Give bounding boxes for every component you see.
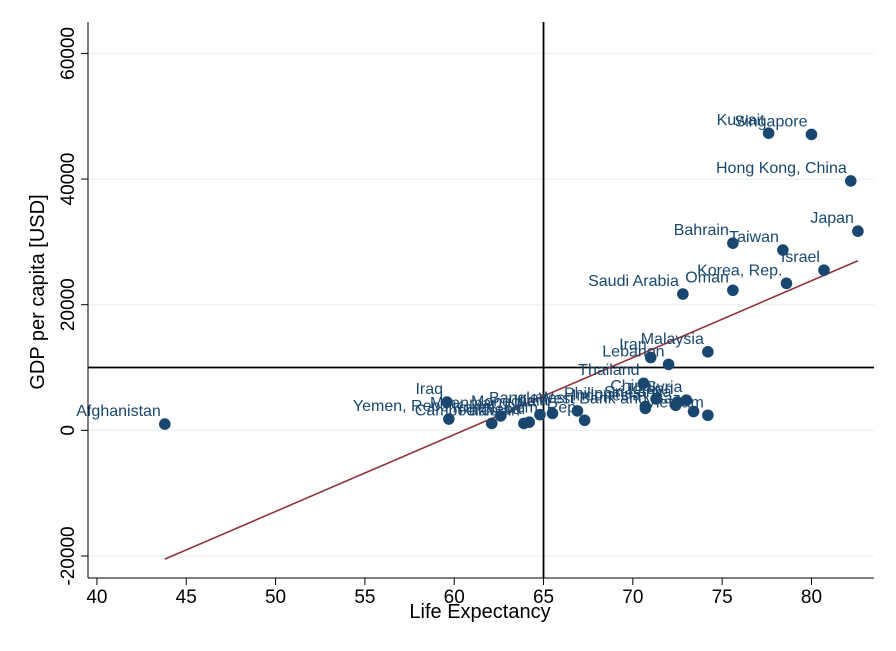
point-label: Bangladesh	[489, 390, 574, 407]
points-layer	[159, 127, 864, 430]
data-point	[780, 277, 793, 290]
x-tick-label: 65	[533, 587, 554, 608]
x-tick-label: 60	[444, 587, 465, 608]
x-tick-label: 75	[712, 587, 733, 608]
y-tick-label: -20000	[58, 526, 79, 585]
data-point	[702, 346, 714, 358]
point-label: China	[610, 378, 652, 395]
data-point	[637, 377, 650, 390]
point-label: Nepal	[483, 401, 525, 418]
x-axis-title: Life Expectancy	[409, 601, 550, 623]
point-label: Iran	[619, 336, 647, 353]
x-tick-label: 70	[622, 587, 643, 608]
y-tick-label: 0	[58, 425, 79, 436]
point-label: Oman	[685, 269, 729, 286]
y-tick-label: 20000	[58, 278, 79, 331]
point-label: Myanmar	[430, 395, 497, 412]
data-point	[677, 288, 689, 300]
data-point	[702, 409, 714, 422]
point-label: Korea, Rep.	[697, 262, 782, 279]
point-label: Singapore	[735, 113, 808, 130]
point-label: Malaysia	[641, 331, 704, 348]
y-axis-title: GDP per capita [USD]	[27, 194, 49, 389]
data-point	[727, 237, 739, 249]
x-tick-label: 80	[801, 587, 822, 608]
point-label: Taiwan	[729, 229, 779, 246]
x-tick-label: 40	[86, 587, 107, 608]
data-point	[687, 405, 700, 418]
x-tick-label: 45	[176, 587, 197, 608]
point-label: India	[514, 392, 549, 409]
point-label: Bahrain	[674, 222, 729, 239]
point-label: Thailand	[578, 362, 639, 379]
point-label: Hong Kong, China	[716, 160, 847, 177]
data-point	[762, 127, 775, 139]
data-point	[494, 410, 507, 422]
data-point	[777, 244, 789, 256]
axes-layer: 40 45 50 55 60 65 70 75 80 -20000 0 20000 40000 60000	[58, 22, 874, 608]
point-label: Vietnam	[645, 394, 703, 411]
point-label: Israel	[781, 249, 820, 266]
point-label: West Bank and Gaza	[539, 391, 690, 408]
point-label: Mongolia	[471, 394, 536, 411]
point-label: Sri Lanka	[604, 384, 672, 401]
data-point	[805, 128, 818, 141]
point-label: Syria	[646, 379, 683, 396]
point-label: Jordan	[625, 381, 674, 398]
point-label: Japan	[810, 210, 854, 227]
point-label: Indonesia	[572, 387, 641, 404]
x-tick-label: 50	[265, 587, 286, 608]
data-point	[671, 396, 684, 408]
fit-line-layer	[164, 259, 859, 560]
data-point	[650, 393, 662, 405]
fit-line	[164, 259, 859, 560]
point-label: Yemen, Rep.	[353, 398, 445, 415]
x-tick-label: 55	[354, 587, 375, 608]
data-point	[844, 175, 857, 187]
data-point	[639, 402, 652, 415]
data-point	[441, 396, 453, 408]
data-point	[546, 407, 559, 420]
point-label: Lebanon	[602, 343, 664, 360]
point-label: Kuwait	[717, 112, 766, 129]
data-point	[662, 358, 675, 371]
data-point	[852, 225, 864, 238]
data-point	[644, 351, 657, 364]
reference-lines	[88, 22, 874, 578]
data-point	[523, 416, 536, 428]
point-label: Philippines	[564, 385, 641, 402]
y-tick-label: 60000	[58, 27, 79, 80]
data-point	[578, 414, 591, 427]
point-label: Iraq	[415, 381, 443, 398]
data-point	[571, 405, 584, 417]
data-point	[818, 264, 830, 276]
grid-layer	[88, 52, 874, 557]
data-point	[534, 408, 546, 421]
data-point	[680, 394, 693, 407]
y-tick-label: 40000	[58, 153, 79, 206]
data-point	[485, 417, 498, 430]
data-point	[443, 413, 455, 425]
data-point	[727, 284, 739, 297]
point-label: Pakistan	[458, 402, 519, 419]
point-label: Saudi Arabia	[588, 273, 679, 290]
point-label: Cambodia	[415, 402, 488, 419]
data-point	[159, 418, 171, 430]
point-label: Afghanistan	[76, 403, 161, 420]
point-label: Korea, Dem. Rep.	[453, 399, 581, 416]
